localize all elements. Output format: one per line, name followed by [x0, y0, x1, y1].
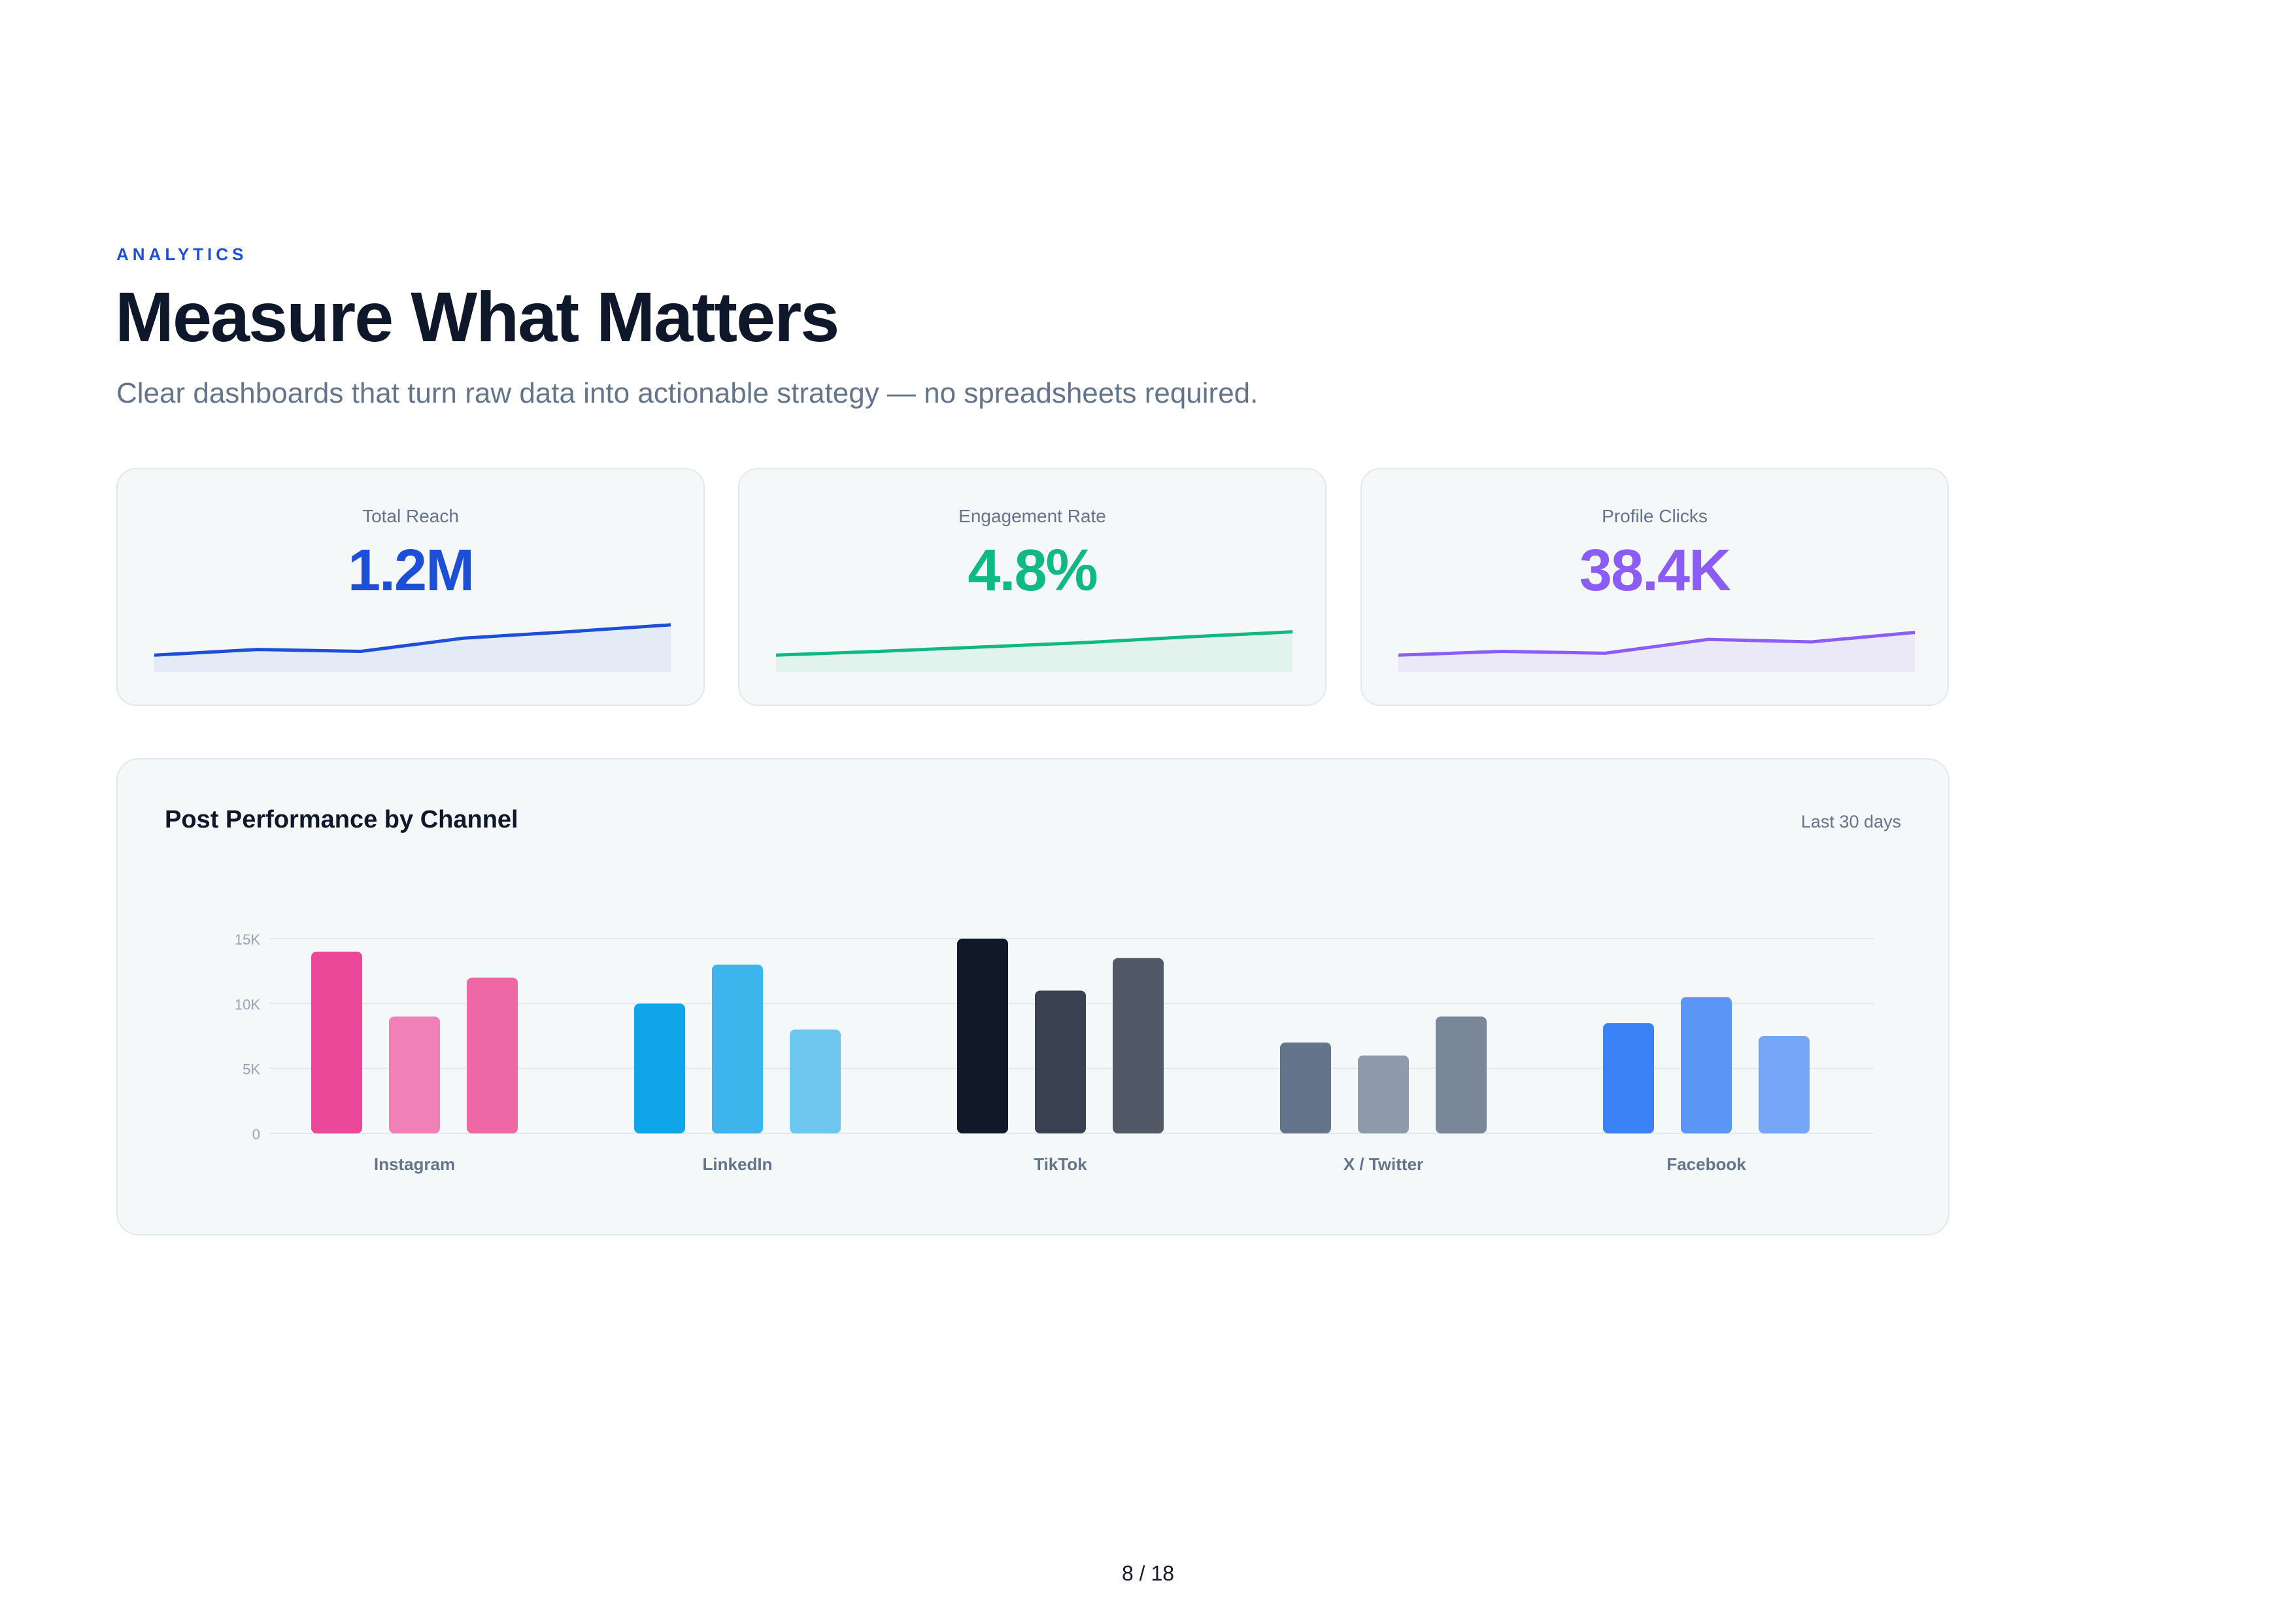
bar: [1759, 1036, 1810, 1133]
kpi-sparkline: [1398, 631, 1915, 672]
y-tick-label: 10K: [235, 996, 260, 1012]
bar: [1436, 1016, 1487, 1133]
sparkline-line: [154, 623, 671, 657]
bar: [634, 1003, 685, 1133]
bar: [790, 1029, 841, 1133]
kpi-value: 38.4K: [1579, 538, 1731, 603]
bar: [712, 964, 763, 1133]
kpi-value: 4.8%: [968, 538, 1098, 603]
x-tick-label: LinkedIn: [703, 1154, 773, 1174]
y-axis: 0 5K 10K 15K: [235, 931, 260, 1143]
page-number: 8 / 18: [1121, 1562, 1175, 1585]
bar: [1113, 958, 1164, 1133]
bar: [1603, 1023, 1654, 1133]
x-tick-label: Facebook: [1666, 1154, 1746, 1174]
bar: [1280, 1042, 1331, 1133]
bars: [311, 939, 1810, 1133]
x-tick-label: TikTok: [1034, 1154, 1087, 1174]
page-subtitle: Clear dashboards that turn raw data into…: [116, 377, 1258, 409]
x-tick-label: Instagram: [374, 1154, 455, 1174]
kpi-value: 1.2M: [347, 538, 475, 603]
bar: [1681, 997, 1732, 1133]
kpi-sparkline: [154, 623, 671, 672]
kpi-card-engagement-rate: Engagement Rate 4.8%: [738, 468, 1326, 706]
kpi-card-profile-clicks: Profile Clicks 38.4K: [1360, 468, 1949, 706]
kpi-label: Total Reach: [362, 506, 459, 526]
kpi-label: Engagement Rate: [958, 506, 1106, 526]
bar: [957, 939, 1008, 1133]
sparkline-area: [776, 631, 1292, 672]
bar: [311, 951, 362, 1133]
y-tick-label: 15K: [235, 931, 260, 948]
y-tick-label: 5K: [243, 1062, 260, 1078]
x-tick-label: X / Twitter: [1343, 1154, 1423, 1174]
bar-chart: 0 5K 10K 15K Instagram LinkedIn TikTok X / Twit…: [235, 931, 1874, 1174]
y-tick-label: 0: [252, 1126, 260, 1143]
sparkline-line: [1398, 631, 1915, 657]
page-title: Measure What Matters: [115, 277, 839, 356]
x-axis: Instagram LinkedIn TikTok X / Twitter Facebo…: [374, 1154, 1746, 1174]
section-eyebrow: ANALYTICS: [116, 244, 248, 264]
bar: [1035, 990, 1086, 1133]
bar: [1358, 1055, 1409, 1133]
chart-period: Last 30 days: [1800, 812, 1901, 831]
chart-title: Post Performance by Channel: [165, 806, 518, 833]
bar: [467, 977, 518, 1133]
bar: [389, 1016, 440, 1133]
kpi-card-total-reach: Total Reach 1.2M: [116, 468, 705, 706]
post-performance-card: Post Performance by Channel Last 30 days…: [116, 758, 1950, 1235]
kpi-sparkline: [776, 630, 1292, 672]
kpi-label: Profile Clicks: [1602, 506, 1708, 526]
sparkline-area: [154, 624, 671, 672]
sparkline-line: [776, 630, 1292, 657]
